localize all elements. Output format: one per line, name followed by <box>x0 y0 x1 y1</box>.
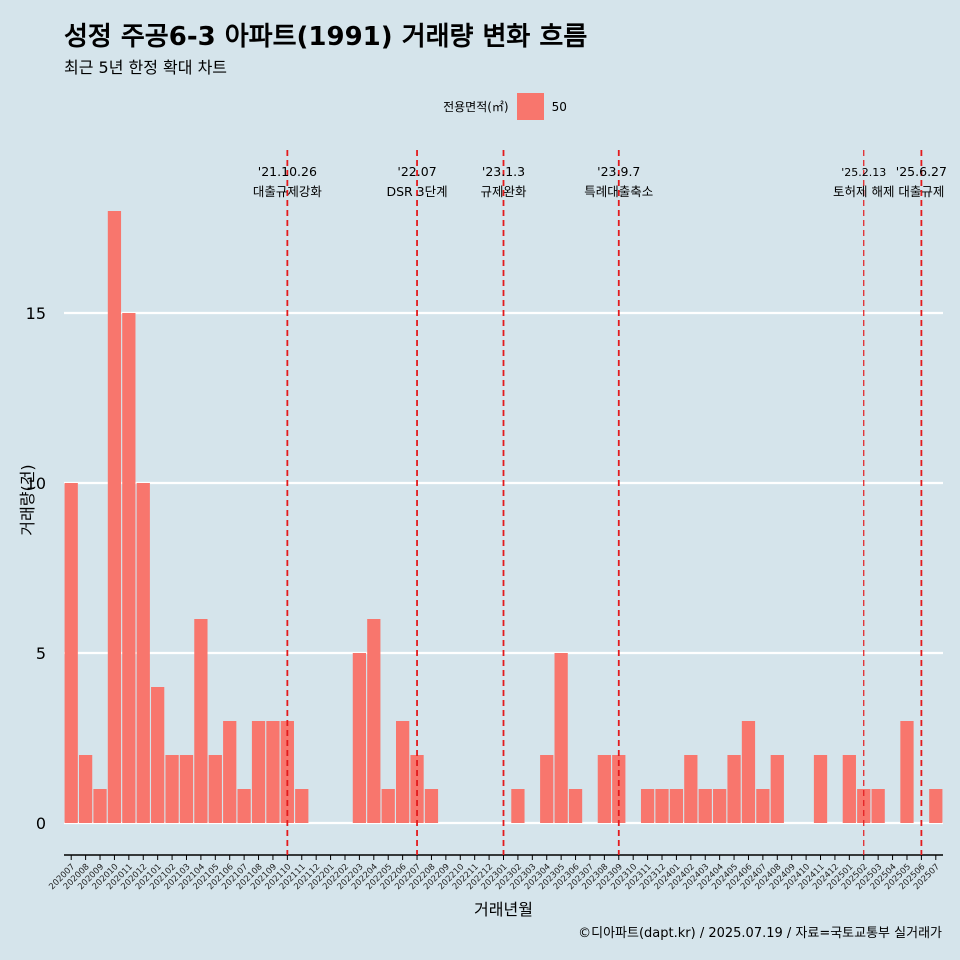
legend-title: 전용면적(㎡) <box>443 100 509 114</box>
bar <box>381 789 395 823</box>
bar <box>151 687 165 823</box>
event-date: '25.6.27 <box>896 164 947 179</box>
bar <box>295 789 309 823</box>
bar <box>655 789 669 823</box>
bar <box>251 721 266 823</box>
bar <box>64 483 78 823</box>
event-label: DSR 3단계 <box>386 184 447 199</box>
y-tick-label: 15 <box>26 304 46 323</box>
bar <box>93 789 107 823</box>
y-tick-label: 10 <box>26 474 46 493</box>
y-axis-title: 거래량(건) <box>18 464 37 535</box>
bar <box>698 789 712 823</box>
bar <box>179 755 194 823</box>
legend-label: 50 <box>551 99 567 114</box>
bar <box>813 755 828 823</box>
bar <box>208 755 222 823</box>
bar <box>78 755 93 823</box>
bar <box>194 619 208 823</box>
bar <box>727 755 741 823</box>
event-date: '25.2.13 <box>841 166 886 179</box>
bar <box>612 755 626 823</box>
event-date: '22.07 <box>397 164 436 179</box>
event-label: 토허제 해제 <box>833 184 894 199</box>
x-axis-title: 거래년월 <box>474 900 533 919</box>
bar <box>900 721 914 823</box>
bar <box>857 789 871 823</box>
bar <box>540 755 554 823</box>
bar <box>396 721 410 823</box>
bar <box>410 755 424 823</box>
bar <box>223 721 237 823</box>
event-label: 대출규제 <box>898 184 944 199</box>
bar <box>929 789 943 823</box>
event-date: '21.10.26 <box>258 164 317 179</box>
y-tick-label: 5 <box>36 644 46 663</box>
bar <box>136 483 150 823</box>
bar <box>770 755 784 823</box>
bar <box>107 211 122 823</box>
bar <box>669 789 684 823</box>
bar <box>568 789 583 823</box>
bar <box>741 721 756 823</box>
bar <box>684 755 698 823</box>
bar <box>352 653 367 823</box>
legend-swatch <box>516 93 544 120</box>
bar <box>871 789 885 823</box>
bar <box>597 755 611 823</box>
event-label: 규제완화 <box>480 184 527 199</box>
chart-title: 성정 주공6-3 아파트(1991) 거래량 변화 흐름 <box>64 22 588 52</box>
chart-subtitle: 최근 5년 한정 확대 차트 <box>64 58 228 77</box>
bar <box>266 721 280 823</box>
bar <box>424 789 439 823</box>
bar <box>165 755 179 823</box>
bar <box>713 789 727 823</box>
event-date: '23.9.7 <box>597 164 640 179</box>
event-label: 대출규제강화 <box>253 184 323 199</box>
bar <box>367 619 381 823</box>
bar <box>122 313 136 823</box>
bar <box>756 789 770 823</box>
bar <box>842 755 856 823</box>
source-caption: ©디아파트(dapt.kr) / 2025.07.19 / 자료=국토교통부 실… <box>578 926 942 941</box>
bar <box>554 653 568 823</box>
bar <box>511 789 525 823</box>
event-date: '23.1.3 <box>482 164 525 179</box>
y-tick-label: 0 <box>36 814 46 833</box>
event-label: 특례대출축소 <box>584 184 653 199</box>
bar <box>237 789 251 823</box>
bar <box>640 789 655 823</box>
legend: 전용면적(㎡) 50 <box>0 93 960 120</box>
